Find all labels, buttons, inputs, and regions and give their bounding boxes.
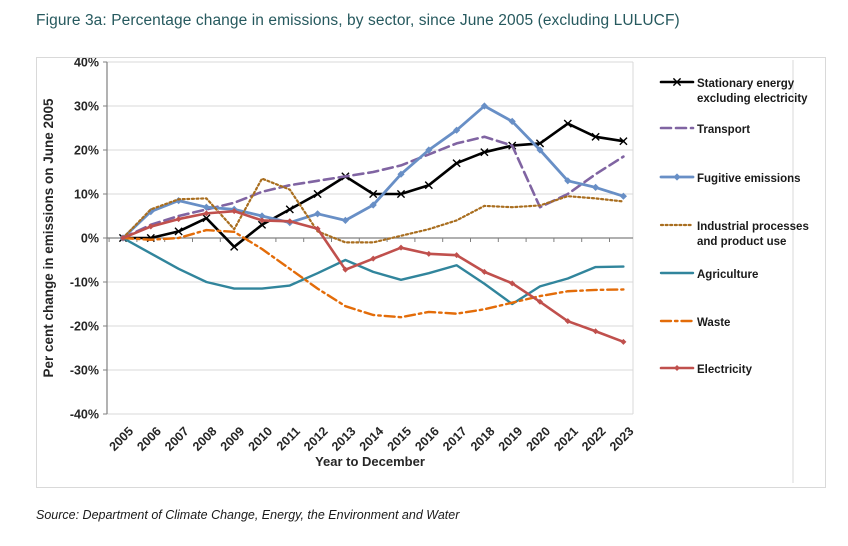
legend-label: excluding electricity <box>697 93 808 105</box>
x-axis-tick-labels: 2005200620072008200920102011201220132014… <box>107 424 637 454</box>
svg-text:30%: 30% <box>74 100 99 114</box>
svg-text:2017: 2017 <box>440 424 470 454</box>
svg-text:2020: 2020 <box>524 424 554 454</box>
legend-label: Fugitive emissions <box>697 173 801 185</box>
svg-text:2014: 2014 <box>357 424 387 454</box>
legend-label: Waste <box>697 317 730 329</box>
legend-item-transport: Transport <box>659 124 750 136</box>
svg-text:-40%: -40% <box>70 408 99 422</box>
chart-frame: 40% 30% 20% 10% 0% -10% -20% -30% -40% 2005 2006 20… <box>36 56 826 488</box>
svg-text:0%: 0% <box>81 232 99 246</box>
svg-text:20%: 20% <box>74 144 99 158</box>
svg-text:2022: 2022 <box>579 424 609 454</box>
svg-text:2008: 2008 <box>190 424 220 454</box>
legend-label: Transport <box>697 124 750 136</box>
svg-text:2021: 2021 <box>551 424 581 454</box>
svg-text:2012: 2012 <box>301 424 331 454</box>
legend-label: Agriculture <box>697 269 758 281</box>
figure-title: Figure 3a: Percentage change in emission… <box>36 12 680 29</box>
svg-text:2016: 2016 <box>412 424 442 454</box>
legend-item-fugitive-emissions: Fugitive emissions <box>659 173 801 185</box>
svg-text:10%: 10% <box>74 188 99 202</box>
svg-text:2006: 2006 <box>134 424 164 454</box>
x-axis-title: Year to December <box>315 454 425 469</box>
y-axis-tick-labels: 40% 30% 20% 10% 0% -10% -20% -30% -40% <box>70 56 99 422</box>
series-fugitive-emissions <box>119 102 627 242</box>
legend-label: Industrial processes <box>697 221 809 233</box>
series-stationary-energy-excluding-electricity <box>118 119 628 251</box>
svg-text:40%: 40% <box>74 58 99 70</box>
series-electricity <box>120 208 627 345</box>
series-transport <box>121 135 625 240</box>
legend-item-agriculture: Agriculture <box>659 269 758 281</box>
legend-label: Stationary energy <box>697 78 795 90</box>
svg-text:-10%: -10% <box>70 276 99 290</box>
svg-text:2005: 2005 <box>107 424 137 454</box>
legend-item-industrial-processes-and-product-use: Industrial processes and product use <box>659 221 809 248</box>
svg-text:2019: 2019 <box>496 424 526 454</box>
legend-item-stationary-energy-excluding-electricity: Stationary energy excluding electricity <box>659 77 808 105</box>
gridlines <box>103 60 794 483</box>
legend-item-electricity: Electricity <box>659 364 753 376</box>
legend-item-waste: Waste <box>659 317 730 329</box>
svg-text:-20%: -20% <box>70 320 99 334</box>
y-axis-title: Per cent change in emissions on June 200… <box>41 98 56 378</box>
series-industrial-processes-and-product-use <box>121 177 625 244</box>
svg-text:2023: 2023 <box>607 424 637 454</box>
svg-text:-30%: -30% <box>70 364 99 378</box>
legend: Stationary energy excluding electricity Tr… <box>659 77 809 376</box>
source-note: Source: Department of Climate Change, En… <box>36 508 460 522</box>
svg-text:2009: 2009 <box>218 424 248 454</box>
series-waste <box>121 228 625 319</box>
svg-text:2018: 2018 <box>468 424 498 454</box>
svg-text:2011: 2011 <box>274 424 303 453</box>
svg-text:2015: 2015 <box>385 424 415 454</box>
series-agriculture <box>121 236 625 306</box>
svg-text:2013: 2013 <box>329 424 359 454</box>
svg-text:2010: 2010 <box>246 424 276 454</box>
legend-label: Electricity <box>697 364 753 376</box>
chart-svg: 40%30%20%10%0%-10%-20%-30%-40%2005200620… <box>41 56 809 483</box>
svg-text:2007: 2007 <box>162 424 192 454</box>
legend-label: and product use <box>697 236 786 248</box>
